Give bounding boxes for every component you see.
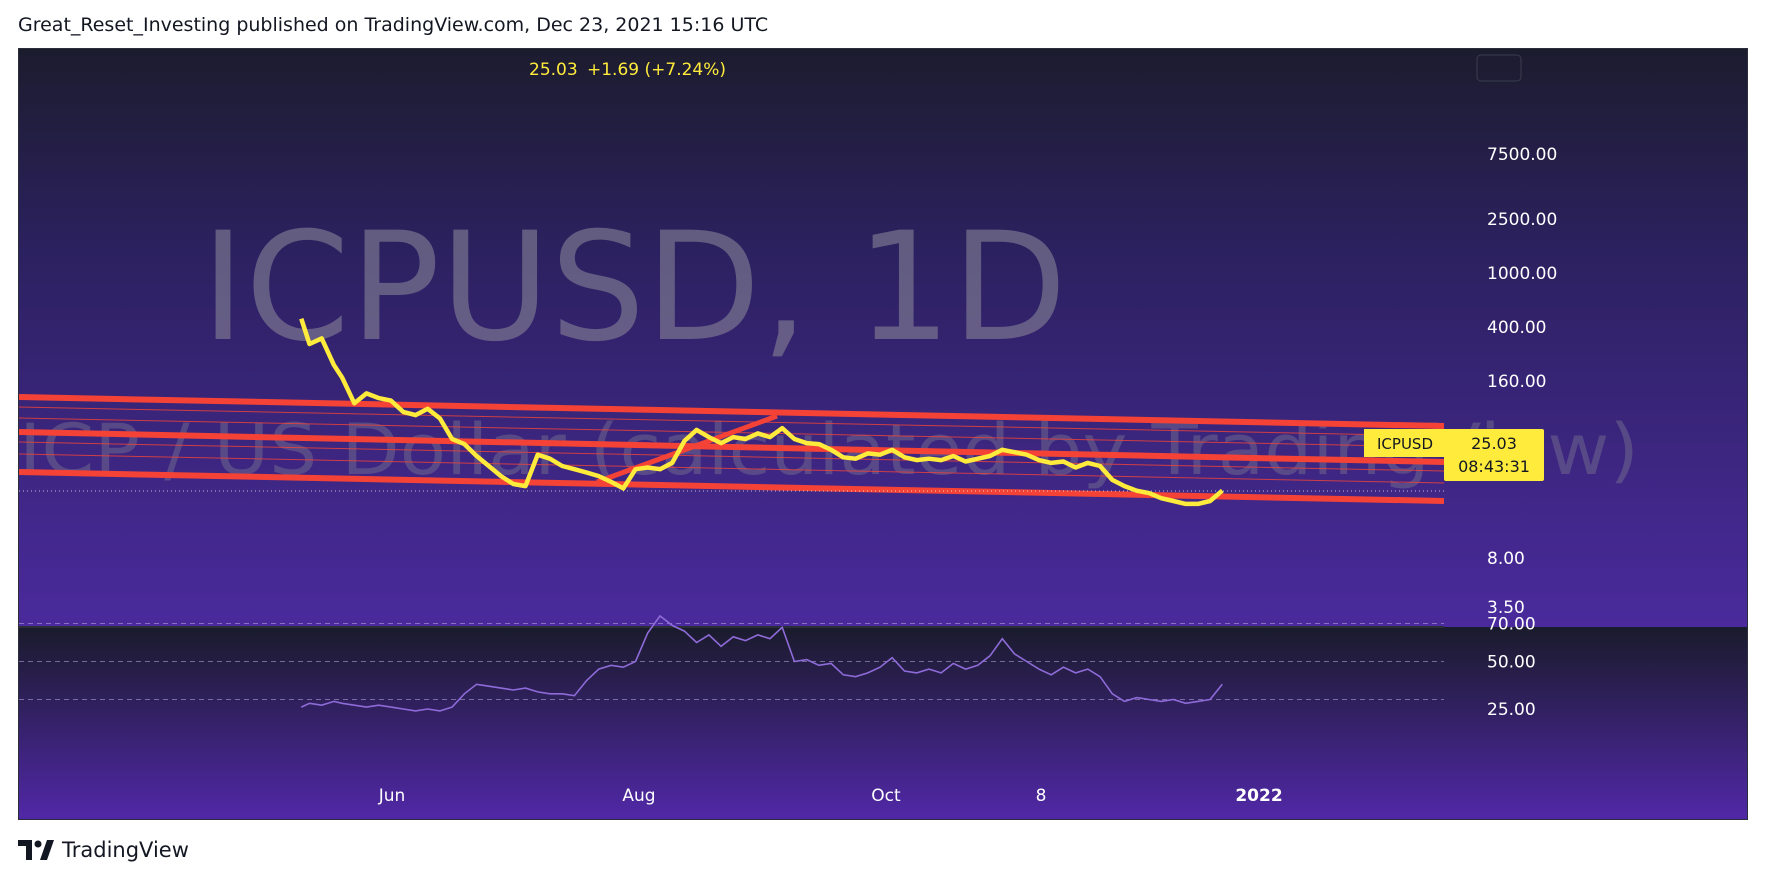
symbol-label: ICPUSD	[1377, 435, 1433, 453]
publication-header: Great_Reset_Investing published on Tradi…	[18, 14, 769, 36]
footer-brand[interactable]: TradingView	[18, 838, 189, 862]
time-axis-tick: Jun	[378, 786, 406, 806]
price-axis-tick: 7500.00	[1487, 145, 1557, 165]
rsi-axis-tick: 70.00	[1487, 615, 1536, 635]
trendline-fib-1	[19, 406, 1445, 437]
quote-last: 25.03	[529, 60, 578, 80]
watermark-title: ICPUSD, 1D	[201, 201, 1067, 375]
price-axis-tick: 160.00	[1487, 372, 1546, 392]
settings-button[interactable]	[1476, 54, 1522, 82]
time-axis-tick: Oct	[871, 786, 901, 806]
time-axis-tick: 2022	[1235, 786, 1282, 806]
rsi-axis-tick: 50.00	[1487, 653, 1536, 673]
tradingview-logo-icon	[18, 840, 54, 860]
footer-brand-text: TradingView	[62, 838, 189, 862]
rsi-series	[300, 614, 1223, 712]
time-axis[interactable]: Jun Aug Oct 8 2022	[378, 786, 1283, 806]
quote-change: +1.69 (+7.24%)	[587, 60, 726, 80]
price-axis-tick: 1000.00	[1487, 264, 1557, 284]
trendline-channel	[19, 394, 1445, 504]
rsi-line	[300, 614, 1223, 712]
time-axis-tick: 8	[1036, 786, 1047, 806]
trendline-rising	[596, 413, 778, 485]
rsi-axis[interactable]: 25.00 50.00 70.00	[1487, 615, 1536, 721]
trendline-fib-4	[19, 453, 1445, 484]
rsi-axis-tick: 25.00	[1487, 700, 1536, 720]
price-axis-tick: 400.00	[1487, 318, 1546, 338]
last-price-tag	[1444, 429, 1544, 481]
price-axis-tick: 3.50	[1487, 598, 1525, 618]
price-axis-tick: 8.00	[1487, 549, 1525, 569]
trendline-middle	[19, 429, 1445, 465]
price-axis-tick: 2500.00	[1487, 210, 1557, 230]
chart-canvas[interactable]: ICPUSD, 1D ICP / US Dollar (calculated b…	[19, 49, 1748, 820]
rsi-levels	[19, 623, 1444, 700]
price-line	[299, 318, 1224, 507]
time-axis-tick: Aug	[622, 786, 655, 806]
chart-frame[interactable]: ICPUSD, 1D ICP / US Dollar (calculated b…	[18, 48, 1748, 820]
trendline-upper	[19, 394, 1445, 429]
bar-countdown: 08:43:31	[1458, 457, 1530, 476]
trendline-fib-3	[19, 441, 1445, 472]
price-series	[299, 318, 1224, 507]
trendline-lower	[19, 469, 1445, 504]
rsi-pane-background	[19, 627, 1747, 819]
last-price-value: 25.03	[1471, 434, 1517, 453]
symbol-label-box	[1364, 429, 1446, 457]
